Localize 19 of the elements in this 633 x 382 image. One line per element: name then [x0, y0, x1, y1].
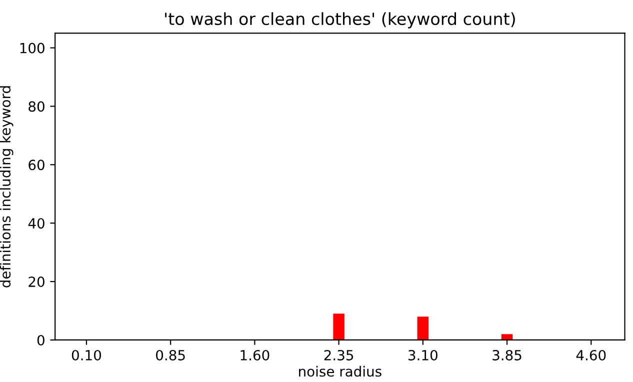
y-tick-label: 60 — [28, 160, 44, 170]
y-tick-label: 0 — [37, 334, 44, 346]
x-tick-label: 1.60 — [240, 350, 270, 360]
y-axis-title: definitions including keyword — [0, 86, 14, 288]
x-tick-label: 4.60 — [576, 350, 606, 360]
bar — [417, 316, 429, 340]
bar — [333, 314, 344, 340]
bar — [501, 334, 513, 340]
x-tick-label: 0.85 — [156, 350, 185, 360]
y-tick-label: 20 — [28, 276, 44, 288]
chart-title: 'to wash or clean clothes' (keyword count) — [165, 12, 515, 28]
x-tick-label: 0.10 — [72, 350, 102, 360]
x-axis-title: noise radius — [299, 366, 382, 377]
y-tick-label: 80 — [28, 101, 44, 112]
x-tick-label: 2.35 — [324, 350, 354, 360]
x-tick-label: 3.85 — [492, 350, 522, 360]
x-tick-label: 3.10 — [408, 350, 438, 360]
y-tick-label: 40 — [28, 218, 44, 229]
y-tick-label: 100 — [20, 42, 44, 54]
